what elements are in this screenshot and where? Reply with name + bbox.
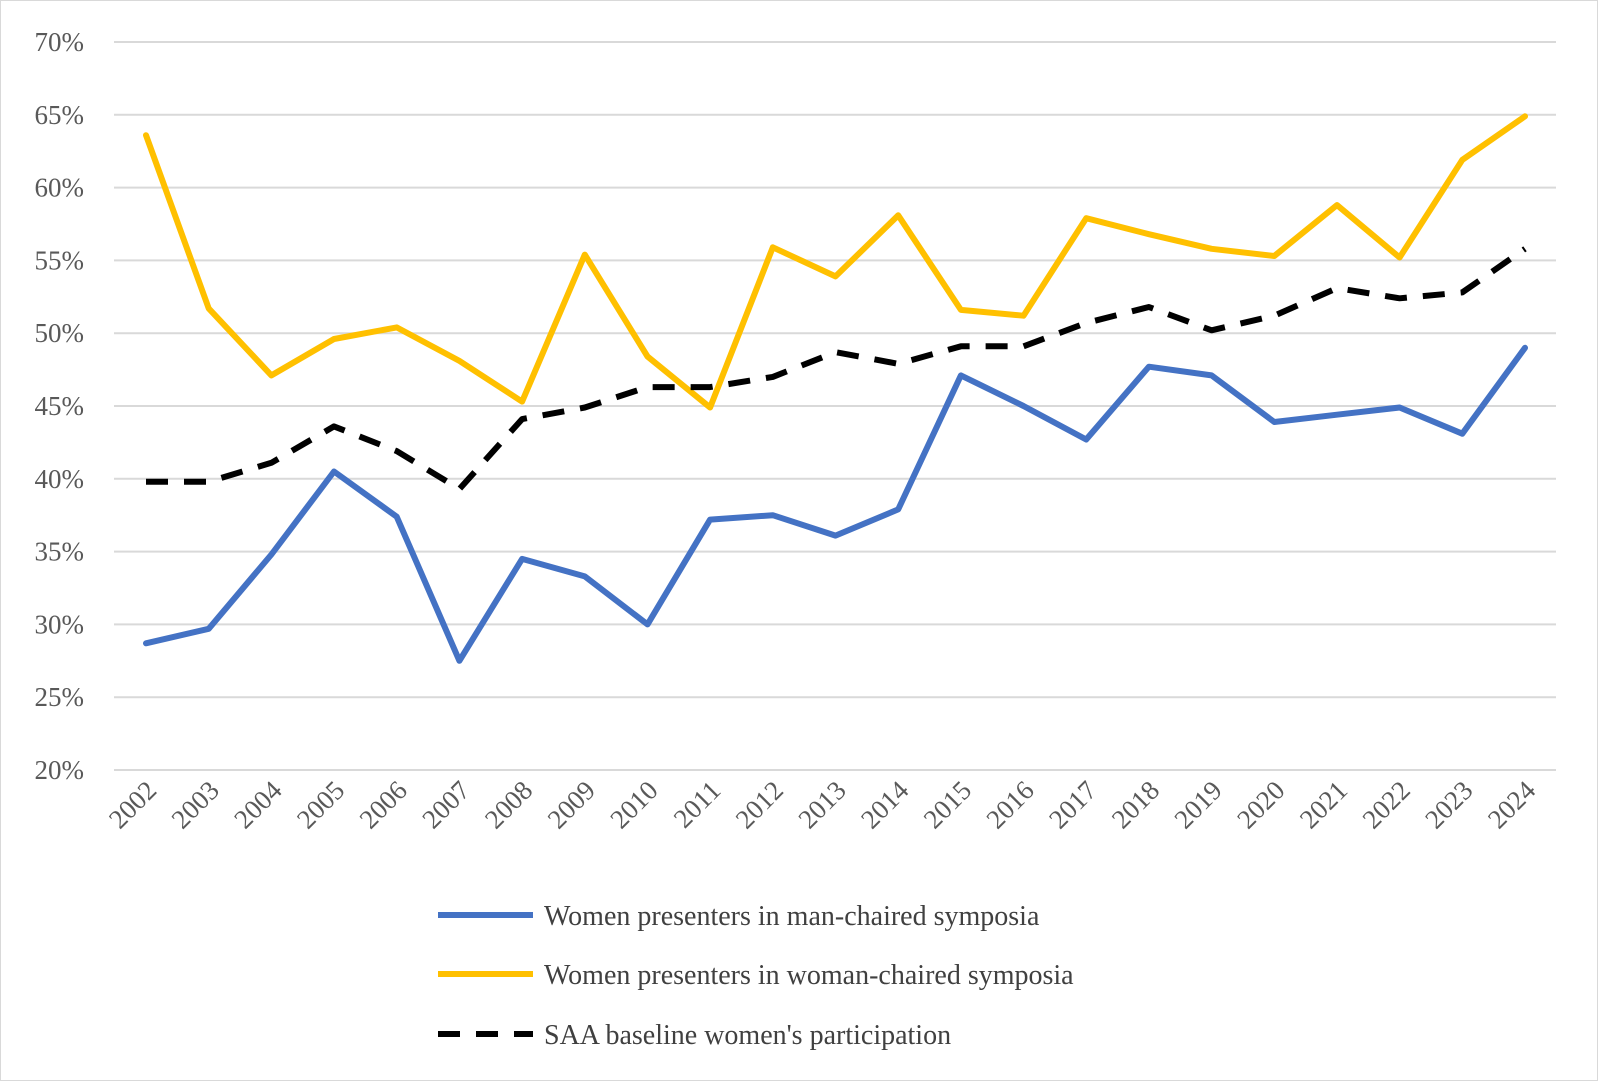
x-tick-label: 2009: [542, 775, 601, 834]
y-tick-label: 20%: [35, 755, 85, 785]
y-tick-label: 60%: [35, 173, 85, 203]
y-tick-label: 55%: [35, 245, 85, 275]
x-tick-label: 2024: [1482, 775, 1542, 835]
x-tick-label: 2003: [166, 775, 225, 834]
x-tick-label: 2014: [855, 775, 915, 835]
x-tick-label: 2013: [792, 775, 851, 834]
x-tick-label: 2011: [668, 775, 727, 834]
x-tick-label: 2017: [1043, 775, 1102, 834]
x-tick-label: 2004: [228, 775, 288, 835]
x-tick-label: 2015: [918, 775, 977, 834]
y-tick-label: 45%: [35, 391, 85, 421]
x-tick-label: 2008: [479, 775, 538, 834]
y-tick-label: 70%: [35, 27, 85, 57]
y-tick-label: 25%: [35, 682, 85, 712]
x-tick-label: 2020: [1231, 775, 1290, 834]
x-tick-label: 2018: [1106, 775, 1165, 834]
x-tick-label: 2007: [416, 775, 475, 834]
x-tick-label: 2002: [103, 775, 162, 834]
legend-label-woman-chaired: Women presenters in woman-chaired sympos…: [544, 960, 1074, 991]
series-line-man-chaired: [143, 344, 1528, 664]
x-tick-label: 2023: [1419, 775, 1478, 834]
y-tick-label: 35%: [35, 537, 85, 567]
x-tick-label: 2010: [604, 775, 663, 834]
x-tick-label: 2016: [980, 775, 1039, 834]
legend: Women presenters in man-chaired symposia…: [438, 901, 1074, 1051]
gridlines: [114, 41, 1556, 771]
x-tick-label: 2012: [730, 775, 789, 834]
x-tick-label: 2005: [291, 775, 350, 834]
x-tick-label: 2019: [1168, 775, 1227, 834]
y-tick-label: 65%: [35, 100, 85, 130]
x-axis-tick-labels: 2002 2003 2004 2005 2006 2007 2008 2009 2010 2011…: [103, 775, 1542, 835]
x-tick-label: 2006: [354, 775, 413, 834]
series-line-baseline: [146, 246, 1527, 492]
y-tick-label: 50%: [35, 318, 85, 348]
legend-label-baseline: SAA baseline women's participation: [544, 1020, 951, 1051]
y-tick-label: 30%: [35, 609, 85, 639]
legend-label-man-chaired: Women presenters in man-chaired symposia: [544, 901, 1040, 932]
x-tick-label: 2021: [1294, 775, 1353, 834]
y-tick-label: 40%: [35, 464, 85, 494]
series-lines: [143, 113, 1528, 664]
x-tick-label: 2022: [1356, 775, 1415, 834]
series-line-woman-chaired: [143, 113, 1528, 411]
y-axis-tick-labels: 20% 25% 30% 35% 40% 45% 50% 55% 60% 65% 70%: [35, 27, 85, 785]
